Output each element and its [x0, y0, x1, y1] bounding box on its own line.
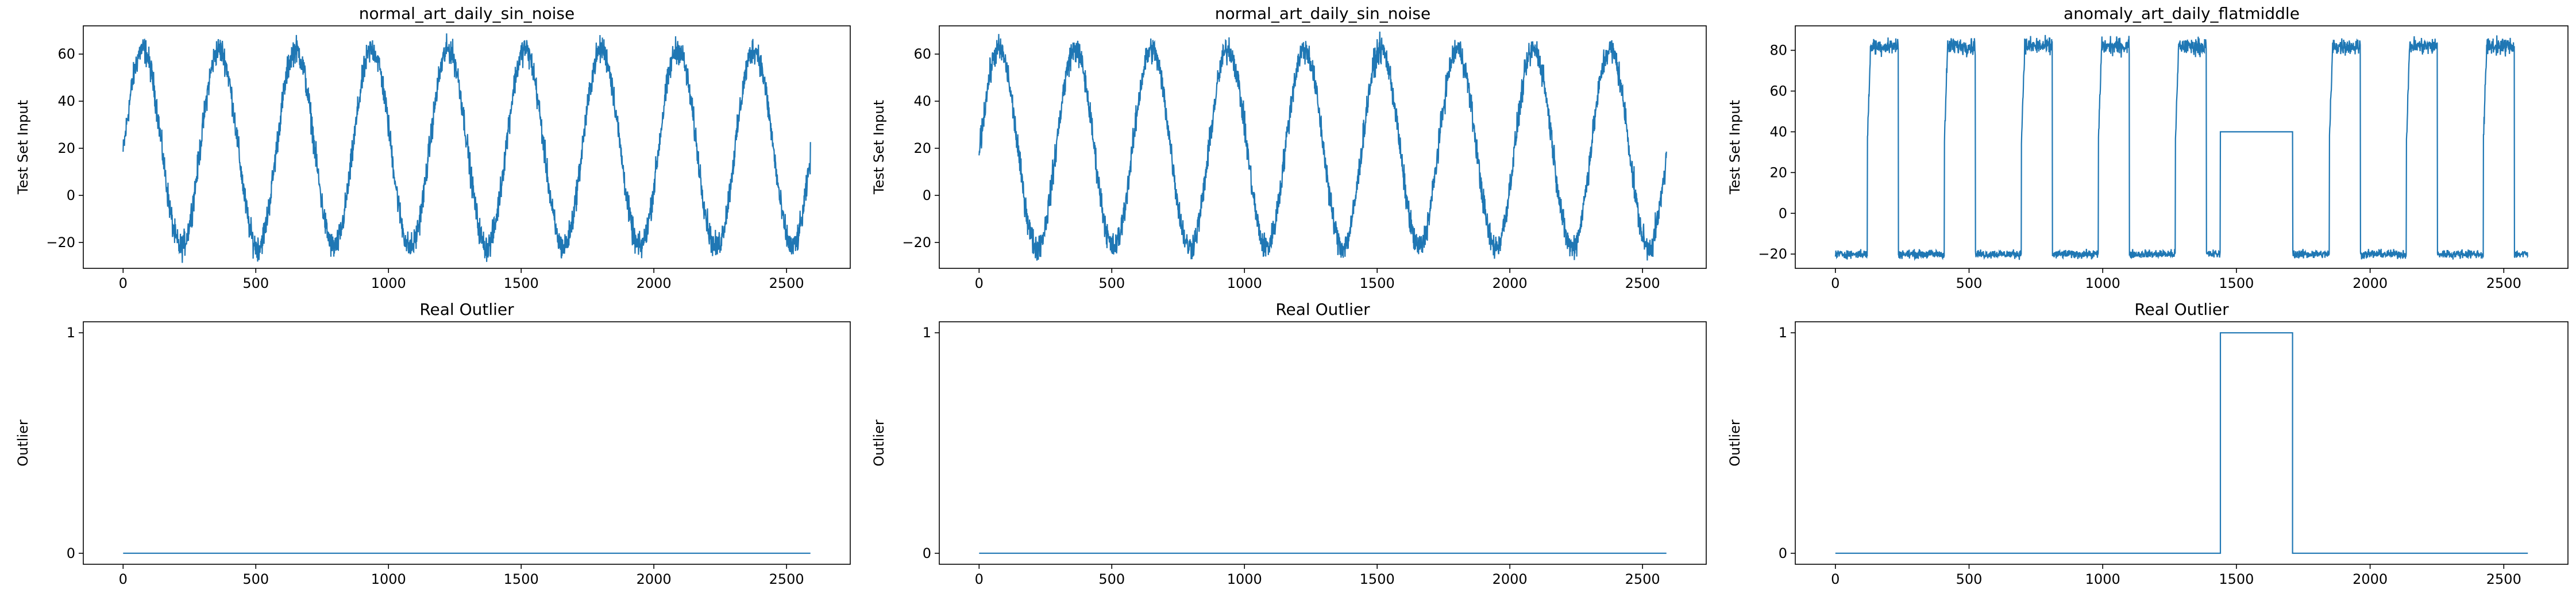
y-tick-label: 0 [923, 545, 931, 561]
x-tick-label: 1500 [2219, 275, 2254, 291]
x-tick-label: 1000 [1227, 571, 1262, 587]
x-tick-label: 2500 [769, 571, 804, 587]
axes-frame [939, 321, 1707, 565]
x-tick-label: 1000 [2085, 571, 2120, 587]
y-axis-label: Test Set Input [871, 100, 887, 195]
x-tick-label: 1500 [2219, 571, 2254, 587]
y-tick-label: 0 [67, 187, 75, 203]
x-tick-label: 1500 [504, 275, 539, 291]
x-tick-label: 2000 [2353, 275, 2388, 291]
axes-frame [83, 25, 851, 269]
x-tick-label: 500 [1956, 275, 1983, 291]
subplot-title: normal_art_daily_sin_noise [1215, 4, 1430, 23]
subplot-6: 0 500 1000 1500 2000 2500 0 1 Real Outlier Outlie… [1727, 300, 2569, 587]
axes-frame [1795, 25, 2569, 269]
y-tick-label: 20 [57, 140, 75, 156]
subplot-2: 0 500 1000 1500 2000 2500 −20 0 20 40 60 normal_art… [871, 4, 1707, 291]
x-tick-label: 2500 [769, 275, 804, 291]
y-tick-label: 20 [1769, 164, 1787, 180]
subplot-title: Real Outlier [1275, 300, 1370, 319]
x-tick-label: 0 [1831, 275, 1840, 291]
subplot-title: Real Outlier [2134, 300, 2229, 319]
subplot-title: Real Outlier [419, 300, 514, 319]
x-tick-label: 1000 [1227, 275, 1262, 291]
x-tick-label: 500 [1956, 571, 1983, 587]
y-tick-label: 60 [913, 46, 931, 62]
x-tick-label: 1500 [1360, 571, 1395, 587]
y-tick-label: 0 [1779, 205, 1787, 221]
subplot-5: 0 500 1000 1500 2000 2500 0 1 Real Outlier Outlie… [871, 300, 1707, 587]
x-tick-label: 1000 [371, 571, 406, 587]
x-tick-label: 2500 [2486, 275, 2521, 291]
y-tick-label: 0 [923, 187, 931, 203]
subplot-4: 0 500 1000 1500 2000 2500 0 1 Real Outlier Outlie… [15, 300, 851, 587]
x-tick-label: 1000 [371, 275, 406, 291]
y-axis-label: Outlier [1727, 419, 1743, 467]
y-axis-label: Test Set Input [1727, 100, 1743, 195]
x-tick-label: 2000 [637, 275, 672, 291]
series-line-1 [1835, 332, 2528, 554]
y-axis-label: Outlier [871, 419, 887, 467]
x-tick-label: 2000 [1493, 571, 1528, 587]
subplot-title: anomaly_art_daily_flatmiddle [2064, 4, 2300, 23]
y-tick-label: 40 [1769, 124, 1787, 140]
x-tick-label: 500 [1098, 571, 1125, 587]
x-tick-label: 2500 [2486, 571, 2521, 587]
x-tick-label: 2000 [637, 571, 672, 587]
x-tick-label: 500 [1098, 275, 1125, 291]
x-tick-label: 0 [975, 275, 984, 291]
y-tick-label: 60 [57, 46, 75, 62]
x-tick-label: 2500 [1625, 275, 1660, 291]
y-tick-label: 20 [913, 140, 931, 156]
x-tick-label: 500 [242, 571, 269, 587]
y-tick-label: −20 [46, 234, 75, 251]
y-tick-label: −20 [902, 234, 931, 251]
x-tick-label: 0 [119, 571, 128, 587]
y-tick-label: 80 [1769, 43, 1787, 59]
y-axis-label: Outlier [15, 419, 31, 467]
series-line-1 [978, 31, 1667, 261]
axes-frame [83, 321, 851, 565]
x-tick-label: 0 [1831, 571, 1840, 587]
subplot-1: 0 500 1000 1500 2000 2500 −20 0 20 40 60 normal_art… [15, 4, 851, 291]
y-tick-label: 60 [1769, 83, 1787, 99]
x-tick-label: 1500 [504, 571, 539, 587]
y-tick-label: 1 [923, 325, 931, 341]
x-tick-label: 0 [119, 275, 128, 291]
y-tick-label: 0 [67, 545, 75, 561]
y-tick-label: 0 [1779, 545, 1787, 561]
x-tick-label: 500 [242, 275, 269, 291]
axes-frame [1795, 321, 2569, 565]
x-tick-label: 2000 [2353, 571, 2388, 587]
y-tick-label: 40 [57, 93, 75, 109]
x-tick-label: 0 [975, 571, 984, 587]
x-tick-label: 1500 [1360, 275, 1395, 291]
y-tick-label: 40 [913, 93, 931, 109]
y-tick-label: −20 [1758, 246, 1787, 262]
x-tick-label: 2000 [1493, 275, 1528, 291]
y-tick-label: 1 [1779, 325, 1787, 341]
axes-frame [939, 25, 1707, 269]
series-line-1 [122, 33, 811, 263]
x-tick-label: 1000 [2085, 275, 2120, 291]
subplot-title: normal_art_daily_sin_noise [359, 4, 574, 23]
y-axis-label: Test Set Input [15, 100, 31, 195]
x-tick-label: 2500 [1625, 571, 1660, 587]
y-tick-label: 1 [67, 325, 75, 341]
series-line-1 [1834, 34, 2529, 261]
subplot-3: 0 500 1000 1500 2000 2500 −20 0 20 40 60 80 anomaly_… [1727, 4, 2569, 291]
